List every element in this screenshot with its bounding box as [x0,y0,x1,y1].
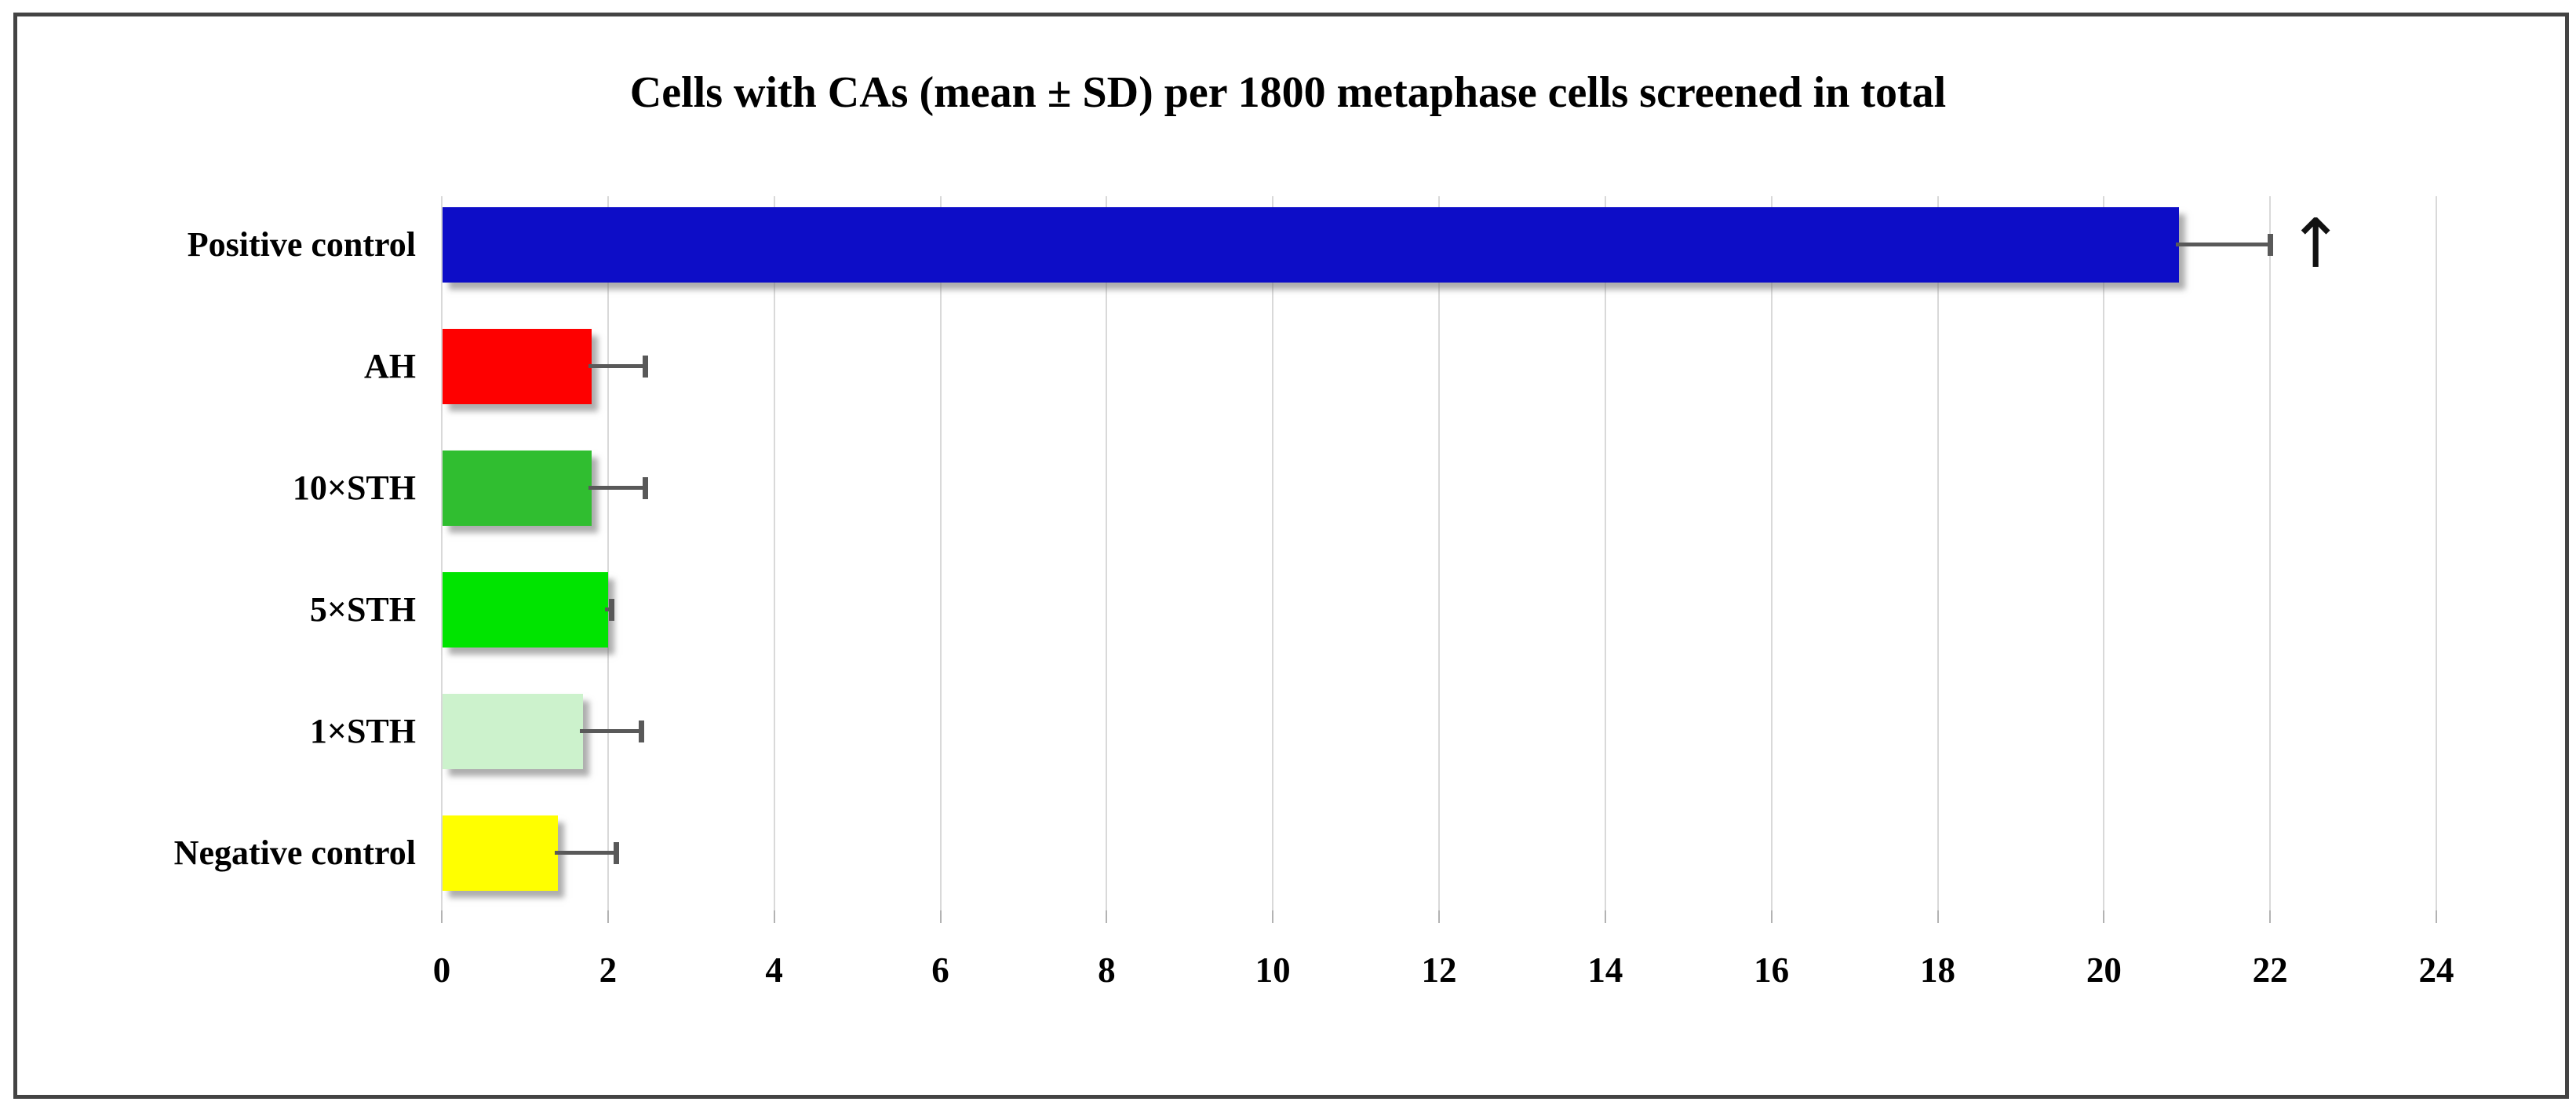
x-tick-label: 2 [599,950,618,990]
x-tick-label: 10 [1255,950,1291,990]
x-tick-label: 20 [2086,950,2122,990]
x-axis-tick [1937,910,1939,923]
gridline [2436,196,2437,910]
gridline [607,196,609,910]
x-tick-label: 4 [765,950,783,990]
gridline [2269,196,2272,910]
x-axis-tick [1438,910,1440,923]
x-tick-label: 6 [931,950,949,990]
error-bar-cap [642,355,648,378]
figure-border [13,13,2569,1099]
x-axis-tick [607,910,609,923]
x-tick-label: 24 [2418,950,2454,990]
data-bar [443,815,559,891]
x-tick-label: 12 [1421,950,1457,990]
error-bar-line [580,729,642,733]
gridline [939,196,942,910]
error-bar-line [555,851,617,855]
category-label: Positive control [187,224,416,264]
error-bar-line [588,364,646,368]
error-bar-cap [638,720,644,742]
gridline [1937,196,1939,910]
x-tick-label: 16 [1754,950,1790,990]
data-bar [443,450,592,526]
gridline [1604,196,1606,910]
error-bar-line [604,607,612,611]
data-bar [443,693,584,769]
x-axis-tick [1770,910,1773,923]
chart-title: Cells with CAs (mean ± SD) per 1800 meta… [629,68,1947,117]
x-tick-label: 14 [1587,950,1623,990]
gridline [1272,196,1274,910]
error-bar-cap [2267,233,2273,256]
error-bar-line [2175,243,2271,246]
gridline [1106,196,1108,910]
x-tick-label: 0 [432,950,451,990]
data-bar [443,328,592,404]
x-axis-tick [2269,910,2272,923]
category-label: Negative control [173,833,416,872]
category-label: 1×STH [309,711,416,750]
x-axis-tick [2103,910,2105,923]
gridline [2103,196,2105,910]
gridline [441,196,443,910]
category-label: AH [364,346,416,385]
x-tick-label: 8 [1098,950,1116,990]
error-bar-cap [642,476,648,499]
error-bar-cap [608,598,614,621]
error-bar-cap [613,841,619,864]
x-axis-tick [773,910,775,923]
x-axis-tick [939,910,942,923]
x-axis-tick [1272,910,1274,923]
x-tick-label: 22 [2252,950,2288,990]
gridline [1770,196,1773,910]
up-arrow-annotation: ↑ [2287,204,2345,283]
x-axis-tick [441,910,443,923]
gridline [1438,196,1440,910]
category-label: 5×STH [309,589,416,629]
category-label: 10×STH [292,468,416,507]
x-axis-tick [1604,910,1606,923]
data-bar [443,206,2179,283]
x-tick-label: 18 [1920,950,1955,990]
x-axis-tick [2436,910,2437,923]
x-axis-tick [1106,910,1108,923]
gridline [773,196,775,910]
data-bar [443,571,608,648]
error-bar-line [588,486,646,490]
